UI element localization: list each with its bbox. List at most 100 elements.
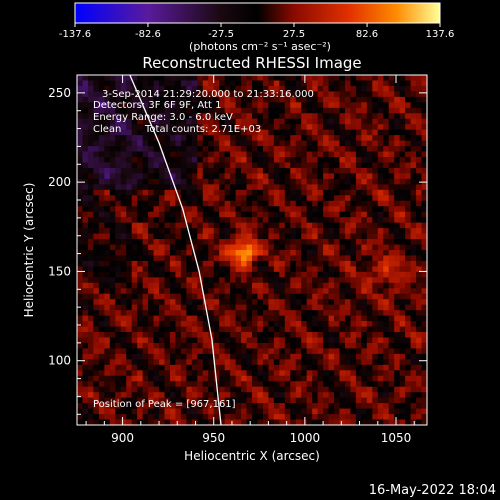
heatmap-cell (306, 304, 313, 311)
heatmap-cell (262, 195, 270, 202)
heatmap-cell (405, 386, 412, 393)
heatmap-cell (180, 244, 187, 251)
heatmap-cell (159, 353, 166, 360)
heatmap-cell (77, 403, 84, 410)
heatmap-cell (126, 80, 133, 87)
heatmap-cell (372, 140, 379, 147)
heatmap-cell (328, 266, 335, 273)
heatmap-cell (366, 195, 373, 202)
heatmap-cell (323, 146, 330, 153)
heatmap-cell (159, 288, 166, 295)
heatmap-cell (372, 184, 379, 191)
heatmap-cell (295, 375, 302, 382)
heatmap-cell (317, 233, 324, 240)
heatmap-cell (416, 129, 423, 136)
heatmap-cell (279, 299, 286, 306)
heatmap-cell (246, 91, 253, 98)
heatmap-cell (191, 381, 198, 388)
heatmap-cell (410, 124, 417, 131)
heatmap-cell (230, 217, 237, 224)
heatmap-cell (126, 304, 133, 311)
heatmap-cell (257, 392, 264, 399)
heatmap-cell (383, 162, 390, 169)
heatmap-cell (87, 304, 95, 311)
heatmap-cell (126, 392, 133, 399)
heatmap-cell (126, 129, 133, 136)
heatmap-cell (148, 75, 155, 82)
heatmap-cell (257, 173, 264, 180)
heatmap-cell (405, 293, 412, 300)
heatmap-cell (115, 173, 122, 180)
heatmap-cell (148, 244, 155, 251)
heatmap-cell (98, 392, 105, 399)
heatmap-cell (164, 271, 171, 278)
heatmap-cell (344, 85, 352, 93)
heatmap-cell (399, 408, 406, 415)
heatmap-cell (262, 146, 270, 153)
heatmap-cell (350, 260, 357, 268)
heatmap-cell (120, 370, 127, 377)
heatmap-cell (339, 85, 346, 93)
heatmap-cell (148, 277, 155, 284)
heatmap-cell (383, 260, 390, 268)
heatmap-cell (82, 211, 89, 218)
heatmap-cell (366, 189, 373, 196)
heatmap-cell (191, 107, 198, 114)
heatmap-cell (323, 102, 330, 109)
heatmap-cell (257, 255, 264, 262)
heatmap-cell (323, 244, 330, 251)
heatmap-cell (399, 222, 406, 229)
heatmap-cell (197, 403, 204, 410)
heatmap-cell (82, 129, 89, 136)
heatmap-cell (202, 332, 209, 339)
heatmap-cell (328, 293, 335, 300)
heatmap-cell (301, 408, 308, 415)
heatmap-cell (355, 167, 362, 175)
heatmap-cell (279, 228, 286, 235)
heatmap-cell (279, 250, 286, 257)
heatmap-cell (383, 282, 390, 289)
heatmap-cell (372, 337, 379, 344)
heatmap-cell (186, 135, 193, 142)
heatmap-cell (279, 96, 286, 103)
heatmap-cell (235, 271, 242, 278)
heatmap-cell (399, 195, 406, 202)
heatmap-cell (186, 419, 193, 425)
heatmap-cell (268, 244, 275, 251)
heatmap-cell (350, 206, 357, 213)
heatmap-cell (104, 315, 111, 322)
heatmap-cell (328, 206, 335, 213)
heatmap-cell (273, 124, 280, 131)
heatmap-cell (377, 228, 384, 235)
heatmap-cell (131, 310, 138, 317)
heatmap-cell (120, 299, 127, 306)
heatmap-cell (148, 408, 155, 415)
heatmap-cell (98, 244, 105, 251)
heatmap-cell (98, 271, 105, 278)
heatmap-cell (153, 403, 160, 410)
heatmap-cell (344, 375, 352, 382)
heatmap-cell (334, 260, 341, 268)
heatmap-cell (197, 173, 204, 180)
heatmap-cell (98, 408, 105, 415)
heatmap-cell (224, 228, 231, 235)
heatmap-cell (350, 293, 357, 300)
heatmap-cell (197, 239, 204, 246)
heatmap-cell (361, 304, 368, 311)
heatmap-cell (317, 414, 324, 421)
heatmap-cell (394, 189, 401, 196)
heatmap-cell (126, 408, 133, 415)
heatmap-cell (180, 85, 187, 93)
heatmap-cell (410, 321, 417, 328)
heatmap-cell (153, 321, 160, 328)
heatmap-cell (273, 217, 280, 224)
heatmap-cell (148, 102, 155, 109)
heatmap-cell (142, 342, 149, 350)
heatmap-cell (109, 91, 116, 98)
heatmap-cell (137, 266, 144, 273)
heatmap-cell (383, 348, 390, 355)
heatmap-cell (290, 162, 297, 169)
heatmap-cell (290, 375, 297, 382)
heatmap-cell (87, 250, 95, 257)
heatmap-cell (339, 151, 346, 158)
